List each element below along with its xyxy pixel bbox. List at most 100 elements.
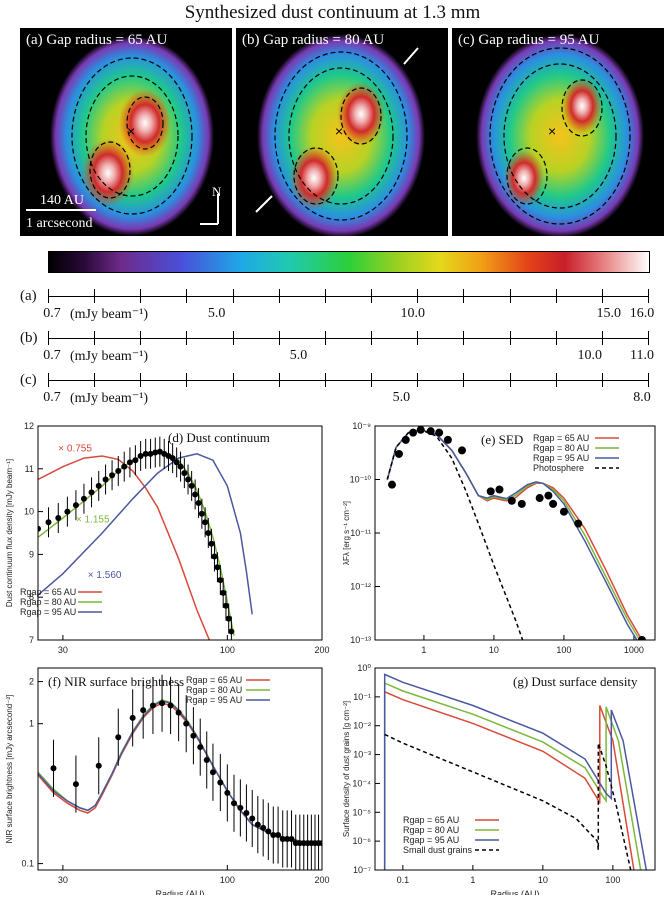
- data-point: [249, 815, 256, 822]
- scale-tick: [463, 331, 465, 345]
- scale-tick: [278, 331, 280, 345]
- data-point: [265, 828, 272, 835]
- data-point: [458, 446, 467, 455]
- series-group: [38, 674, 322, 870]
- scale-label: (a): [20, 288, 37, 304]
- scale-tick: [601, 331, 603, 345]
- y-tick-label: 0.1: [21, 859, 34, 869]
- scale-tick-label: 8.0: [633, 390, 651, 405]
- scale-tick: [186, 289, 188, 303]
- plot-title: (f) NIR surface brightness: [48, 674, 184, 689]
- x-tick-label: 1000: [624, 645, 644, 655]
- series-line: [386, 429, 638, 640]
- data-point: [121, 463, 128, 470]
- scale-tick: [371, 331, 373, 345]
- series-line: [38, 699, 322, 844]
- scale-unit: (mJy beam⁻¹): [70, 391, 149, 406]
- series-line: [386, 429, 524, 640]
- y-tick-label: 10: [24, 507, 34, 517]
- data-point: [544, 491, 553, 500]
- x-axis-label: Radius (AU): [155, 889, 204, 895]
- disk-image-panel-a: × 140 AU 1 arcsecond (a) Gap radius = 65…: [20, 28, 232, 236]
- data-point: [140, 707, 147, 714]
- annotation: × 1.560: [88, 570, 122, 581]
- data-point: [486, 487, 495, 496]
- data-point: [388, 480, 397, 489]
- data-point: [443, 435, 452, 444]
- scale-tick-label: 10.0: [577, 348, 602, 363]
- data-point: [220, 589, 227, 596]
- colorbar: [48, 251, 650, 273]
- data-point: [177, 463, 184, 470]
- plot-f: 30 100 200 0.1 1 2 Radius (AU) NIR surface brig…: [0, 660, 332, 900]
- data-point: [394, 449, 403, 458]
- scale-tick: [140, 289, 142, 303]
- scale-tick-label: 0.7: [43, 390, 61, 405]
- data-point: [152, 449, 159, 456]
- scale-label: (c): [20, 372, 37, 388]
- data-point: [159, 700, 166, 707]
- y-tick-label: 10⁻¹³: [350, 635, 371, 645]
- scale-tick-label: 10.0: [400, 306, 425, 321]
- scale-tick: [186, 373, 188, 387]
- disk-image-panel-c: × (c) Gap radius = 95 AU: [452, 28, 664, 236]
- y-tick-label: 2: [29, 677, 34, 687]
- plot-g: 0.1 1 10 100 10⁻⁷ 10⁻⁶ 10⁻⁵ 10⁻⁴ 10⁻³ 10⁻² 10⁻¹ 10⁰…: [333, 660, 665, 900]
- panel-label-c: (c) Gap radius = 95 AU: [458, 32, 600, 48]
- data-point: [80, 495, 87, 502]
- data-point: [55, 515, 62, 522]
- data-point: [574, 519, 583, 528]
- data-point: [181, 470, 188, 477]
- data-point: [197, 744, 204, 751]
- data-point: [288, 835, 295, 842]
- series-line: [383, 690, 635, 870]
- scale-tick: [94, 373, 96, 387]
- data-point: [217, 577, 224, 584]
- series-line: [386, 429, 641, 640]
- scale-tick: [601, 289, 603, 303]
- y-axis-label: λFλ [erg s⁻¹ cm⁻²]: [342, 501, 351, 565]
- data-point: [188, 482, 195, 489]
- svg-text:×: ×: [548, 123, 556, 139]
- data-point: [260, 824, 267, 831]
- annotation: × 0.755: [58, 444, 92, 455]
- scale-tick: [648, 373, 649, 387]
- scale-tick-label: 5.0: [392, 390, 411, 405]
- data-point: [115, 734, 122, 741]
- data-point: [45, 519, 52, 526]
- series-line: [386, 429, 643, 640]
- legend-label: Rgap = 95 AU: [533, 453, 589, 463]
- plot-frame: [37, 425, 323, 641]
- data-point: [243, 809, 250, 816]
- x-tick-label: 10: [489, 645, 499, 655]
- data-point: [109, 472, 116, 479]
- disk-image-b: ×: [255, 34, 425, 236]
- scale-tick: [417, 373, 419, 387]
- scale-tick: [417, 289, 419, 303]
- y-tick-label: 7: [29, 635, 34, 645]
- scale-label: (b): [20, 330, 38, 346]
- data-point: [50, 765, 57, 772]
- series-group: [386, 426, 646, 640]
- legend-label: Rgap = 80 AU: [20, 597, 76, 607]
- scale-tick-label: 5.0: [289, 348, 308, 363]
- svg-text:×: ×: [335, 123, 343, 139]
- data-point: [169, 455, 176, 462]
- scale-tick: [48, 331, 49, 345]
- y-tick-label: 10⁻⁶: [353, 836, 372, 846]
- scale-tick: [509, 331, 511, 345]
- data-point: [38, 525, 41, 532]
- series-group: [383, 673, 648, 870]
- y-tick-label: 10⁻¹¹: [350, 528, 371, 538]
- plot-d: 30100200789101112Radius (AU)Dust continu…: [0, 418, 332, 669]
- series-group: [38, 436, 253, 640]
- y-tick-label: 12: [24, 421, 34, 431]
- y-tick-label: 10⁻⁴: [352, 778, 371, 788]
- y-tick-label: 1: [29, 719, 34, 729]
- data-point: [72, 781, 79, 788]
- y-axis-label: NIR surface brightness [mJy arcsecond⁻²]: [5, 695, 14, 844]
- legend-label: Rgap = 95 AU: [186, 695, 242, 705]
- plot-e: 110100100010⁻¹³10⁻¹²10⁻¹¹10⁻¹⁰10⁻⁹Wavele…: [333, 418, 665, 669]
- data-point: [237, 804, 244, 811]
- scale-tick: [232, 289, 234, 303]
